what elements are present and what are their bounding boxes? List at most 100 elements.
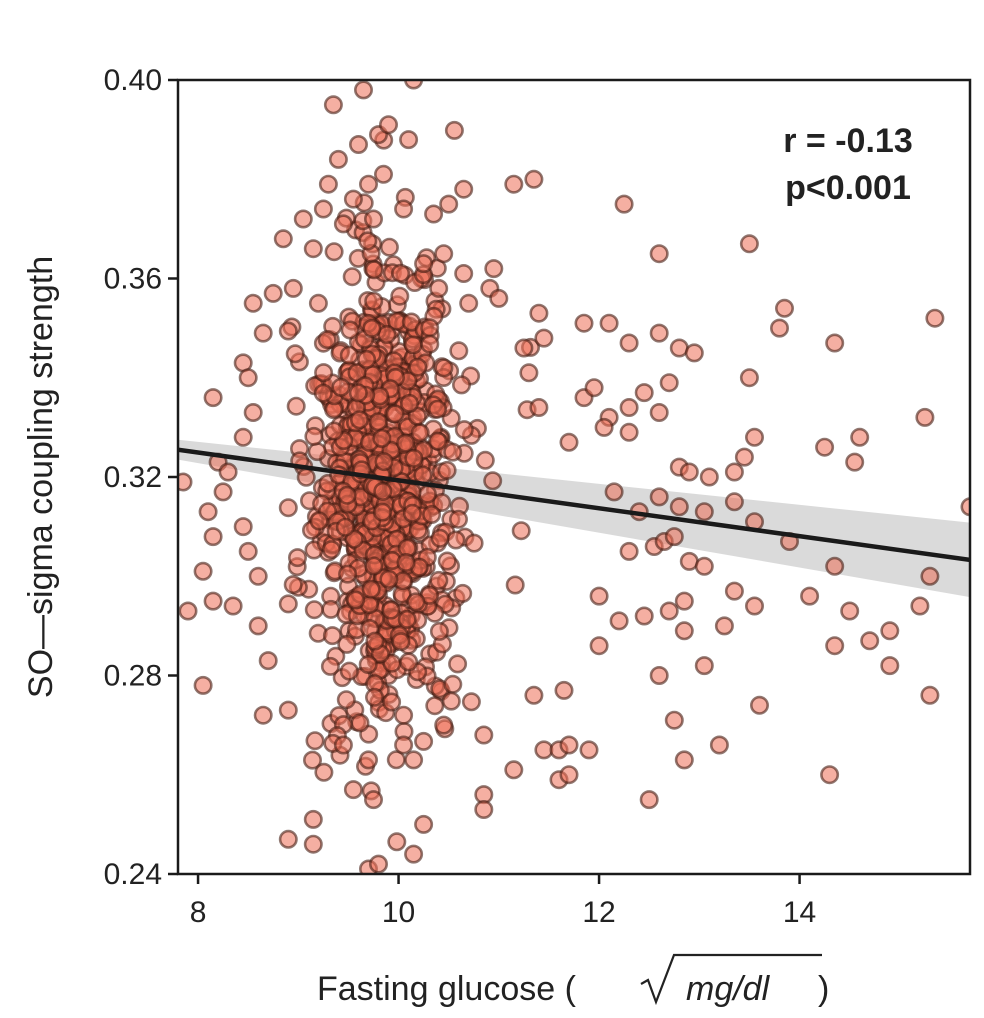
data-point [340, 320, 360, 340]
data-point [278, 321, 298, 341]
data-point [365, 631, 385, 651]
data-point [649, 665, 669, 685]
data-point [724, 492, 744, 512]
data-point [233, 517, 253, 537]
data-point [649, 244, 669, 264]
sqrt-sign [640, 953, 822, 1006]
data-point [599, 313, 619, 333]
data-point [559, 432, 579, 452]
data-point [454, 179, 474, 199]
data-point [925, 308, 945, 328]
data-point [331, 377, 351, 397]
data-point [420, 334, 440, 354]
data-point [368, 412, 388, 432]
data-point [385, 404, 405, 424]
data-point [358, 750, 378, 770]
data-point [430, 528, 450, 548]
data-point [459, 293, 479, 313]
data-point [489, 288, 509, 308]
data-point [358, 174, 378, 194]
data-point [372, 502, 392, 522]
data-point [278, 498, 298, 518]
data-point [417, 484, 437, 504]
y-tick-label: 0.24 [104, 858, 162, 891]
data-point [714, 616, 734, 636]
data-point [429, 278, 449, 298]
data-point [337, 485, 357, 505]
data-point [464, 533, 484, 553]
data-point [302, 750, 322, 770]
data-point [406, 592, 426, 612]
data-point [363, 209, 383, 229]
x-axis-title-suffix: ) [818, 970, 829, 1008]
data-point [263, 283, 283, 303]
y-tick-label: 0.40 [104, 64, 162, 97]
data-point [920, 566, 940, 586]
data-point [373, 164, 393, 184]
data-point [483, 471, 503, 491]
data-point [342, 267, 362, 287]
data-point [619, 397, 639, 417]
data-point [223, 596, 243, 616]
data-point [734, 447, 754, 467]
data-point [203, 591, 223, 611]
data-point [461, 692, 481, 712]
data-point [619, 422, 639, 442]
data-point [238, 368, 258, 388]
data-point [589, 636, 609, 656]
data-point [414, 814, 434, 834]
data-point [278, 594, 298, 614]
data-point [619, 541, 639, 561]
data-point [203, 527, 223, 547]
data-point [694, 556, 714, 576]
data-point [559, 735, 579, 755]
data-point [634, 606, 654, 626]
data-point [350, 713, 370, 733]
data-point [739, 368, 759, 388]
data-point [769, 318, 789, 338]
data-point [915, 407, 935, 427]
data-point [484, 259, 504, 279]
data-point [429, 570, 449, 590]
data-point [453, 583, 473, 603]
data-point [920, 685, 940, 705]
data-point [649, 323, 669, 343]
data-point [361, 579, 381, 599]
data-point [437, 460, 457, 480]
data-point [584, 378, 604, 398]
data-point [283, 575, 303, 595]
data-point [309, 511, 329, 531]
data-point [554, 680, 574, 700]
data-point [379, 237, 399, 257]
data-point [333, 214, 353, 234]
data-point [448, 654, 468, 674]
data-point [399, 652, 419, 672]
data-point [381, 600, 401, 620]
data-point [444, 120, 464, 140]
data-point [286, 396, 306, 416]
x-axis-title-unit: mg/dl [686, 970, 771, 1008]
data-point [358, 231, 378, 251]
x-axis-title-prefix: Fasting glucose ( [317, 970, 577, 1008]
data-point [674, 591, 694, 611]
data-point [304, 600, 324, 620]
data-point [504, 174, 524, 194]
data-point [559, 765, 579, 785]
data-point [774, 298, 794, 318]
data-point [353, 80, 373, 100]
data-point [454, 420, 474, 440]
data-point [514, 338, 534, 358]
data-point [178, 601, 198, 621]
data-point [694, 502, 714, 522]
data-point [335, 517, 355, 537]
data-point [744, 596, 764, 616]
data-point [414, 731, 434, 751]
data-point [699, 467, 719, 487]
y-tick-label: 0.28 [104, 660, 162, 693]
data-point [248, 566, 268, 586]
data-point [443, 674, 463, 694]
data-point [273, 229, 293, 249]
data-point [337, 634, 357, 654]
data-point [348, 383, 368, 403]
data-point [336, 690, 356, 710]
